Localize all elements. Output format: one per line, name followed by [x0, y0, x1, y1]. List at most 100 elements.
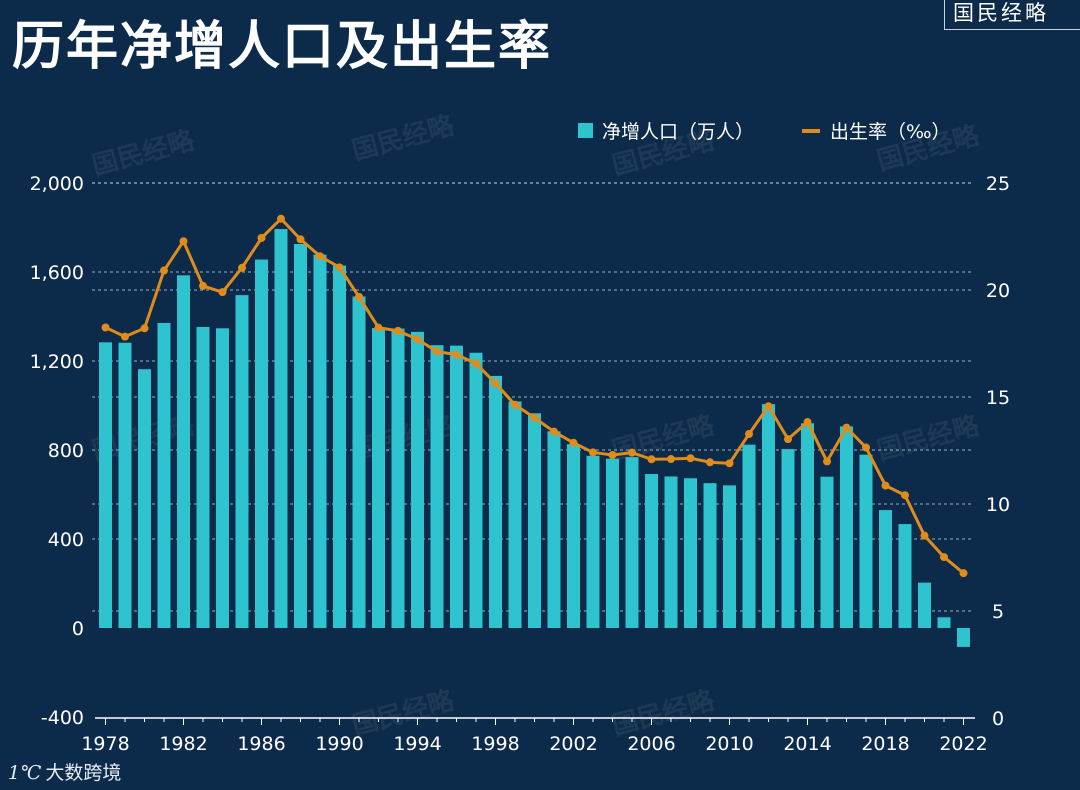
bar	[723, 485, 736, 628]
bar	[313, 254, 327, 628]
bar	[645, 474, 658, 628]
bar	[177, 275, 190, 628]
bar	[781, 449, 795, 628]
bar	[430, 345, 444, 628]
bar-series	[99, 229, 970, 647]
bar	[684, 478, 697, 628]
watermark-text: 国民经略	[349, 110, 458, 167]
y-right-tick-label: 10	[986, 494, 1010, 516]
line-point	[842, 423, 851, 432]
line-point	[706, 458, 714, 467]
bar	[664, 476, 678, 628]
bar	[937, 617, 951, 628]
bar	[625, 457, 639, 628]
bar	[586, 455, 600, 628]
line-point	[589, 448, 597, 457]
y-left-tick-label: 400	[48, 529, 84, 551]
y-left-tick-label: -400	[41, 707, 84, 729]
y-left-tick-label: 1,200	[30, 351, 84, 373]
bar	[372, 328, 385, 628]
bar	[898, 524, 912, 628]
bar	[196, 326, 210, 628]
x-tick-label: 1986	[237, 733, 285, 755]
bar	[99, 342, 112, 628]
bar	[508, 401, 522, 628]
bar	[742, 444, 756, 628]
footer-logo-mark: 1℃	[8, 762, 42, 784]
bar	[450, 345, 463, 628]
bar	[255, 259, 268, 628]
bar	[528, 413, 541, 628]
bar	[157, 322, 171, 628]
bar	[567, 444, 580, 628]
line-point	[355, 292, 363, 301]
line-point	[764, 402, 773, 411]
bar	[801, 423, 814, 628]
footer-logo-text: 大数跨境	[45, 762, 122, 784]
line-point	[725, 459, 734, 468]
line-point	[667, 455, 675, 464]
bar	[957, 628, 970, 647]
bar	[391, 328, 405, 628]
bar	[118, 342, 132, 628]
line-point	[394, 326, 402, 335]
line-point	[179, 237, 188, 246]
legend-bar-swatch	[578, 123, 593, 138]
line-point	[784, 435, 792, 444]
line-point	[413, 335, 422, 344]
bar	[859, 454, 873, 628]
y-left-tick-label: 2,000	[30, 173, 84, 195]
x-tick-label: 2006	[627, 733, 675, 755]
axes: 1978 1982 1986 1990 1994 1998 2002 2006 2010 2014…	[30, 173, 1011, 755]
bar	[469, 352, 483, 628]
bar	[703, 483, 717, 628]
x-tick-label: 2022	[939, 733, 987, 755]
line-point	[940, 553, 948, 562]
line-point	[316, 252, 324, 261]
bar	[762, 404, 775, 628]
bar	[333, 265, 346, 628]
line-point	[433, 347, 441, 356]
legend-bar-label: 净增人口（万人）	[602, 121, 754, 143]
watermark-text: 国民经略	[874, 410, 983, 467]
bar	[918, 582, 931, 628]
line-point	[238, 263, 246, 272]
line-point	[374, 323, 383, 332]
line-point	[140, 324, 149, 333]
bar	[606, 458, 619, 628]
bar	[274, 229, 288, 628]
y-right-tick-label: 15	[986, 387, 1010, 409]
line-point	[803, 418, 812, 427]
line-point	[901, 491, 909, 500]
line-point	[335, 263, 344, 272]
line-point	[608, 450, 617, 459]
line-point	[452, 350, 461, 359]
bar	[879, 510, 892, 628]
bar	[411, 331, 424, 628]
bar	[294, 243, 307, 628]
watermark-text: 国民经略	[89, 125, 198, 182]
x-tick-label: 1998	[471, 733, 519, 755]
y-right-tick-label: 25	[986, 173, 1010, 195]
line-point	[647, 455, 656, 464]
line-point	[472, 359, 480, 368]
page-title: 历年净增人口及出生率	[12, 17, 553, 77]
x-tick-label: 1990	[315, 733, 363, 755]
x-tick-label: 1982	[159, 733, 207, 755]
line-point	[959, 569, 968, 578]
y-left-tick-label: 0	[72, 618, 84, 640]
line-point	[569, 438, 578, 447]
bar	[820, 476, 834, 628]
bar	[489, 375, 502, 628]
line-series	[101, 214, 968, 578]
bar	[547, 431, 561, 628]
x-tick-label: 2002	[549, 733, 597, 755]
line-point	[686, 454, 695, 463]
bar	[840, 426, 853, 628]
bar	[235, 295, 249, 628]
y-right-tick-label: 20	[986, 280, 1010, 302]
y-right-tick-label: 0	[992, 708, 1004, 730]
x-tick-label: 1978	[81, 733, 129, 755]
footer-logo: 1℃ 大数跨境	[8, 758, 121, 785]
y-left-tick-label: 1,600	[30, 262, 84, 284]
